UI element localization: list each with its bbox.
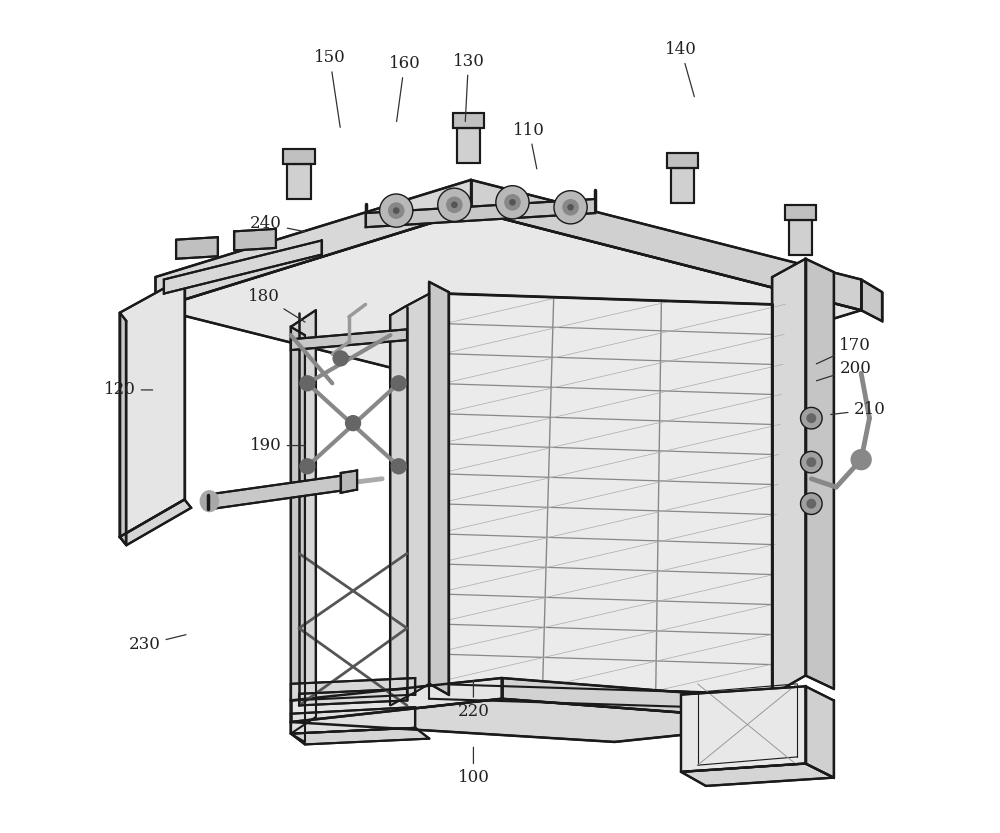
Polygon shape [681, 764, 834, 786]
Text: 170: 170 [816, 337, 871, 364]
Polygon shape [341, 471, 357, 493]
Circle shape [388, 202, 405, 219]
Polygon shape [291, 310, 316, 734]
Polygon shape [772, 259, 806, 695]
Text: 230: 230 [129, 635, 186, 653]
Polygon shape [471, 180, 861, 310]
Polygon shape [671, 168, 694, 203]
Circle shape [300, 459, 315, 474]
Polygon shape [453, 113, 484, 128]
Text: 240: 240 [250, 216, 305, 232]
Polygon shape [390, 293, 429, 706]
Polygon shape [176, 237, 218, 259]
Circle shape [801, 451, 822, 473]
Circle shape [801, 407, 822, 429]
Text: 180: 180 [247, 287, 305, 322]
Polygon shape [667, 153, 698, 168]
Polygon shape [155, 180, 471, 308]
Polygon shape [120, 312, 126, 545]
Polygon shape [291, 678, 502, 722]
Circle shape [393, 207, 400, 214]
Text: 130: 130 [453, 52, 484, 122]
Circle shape [851, 450, 871, 470]
Text: 220: 220 [457, 681, 489, 720]
Text: 190: 190 [250, 437, 305, 454]
Polygon shape [502, 678, 806, 722]
Ellipse shape [200, 491, 219, 511]
Polygon shape [861, 280, 882, 321]
Circle shape [504, 194, 521, 211]
Circle shape [300, 376, 315, 391]
Polygon shape [429, 293, 772, 695]
Polygon shape [681, 686, 806, 772]
Polygon shape [291, 728, 429, 745]
Circle shape [801, 493, 822, 515]
Circle shape [562, 199, 579, 216]
Polygon shape [429, 282, 449, 695]
Circle shape [509, 199, 516, 206]
Text: 110: 110 [513, 122, 545, 169]
Text: 120: 120 [104, 382, 153, 398]
Circle shape [333, 351, 348, 366]
Circle shape [380, 194, 413, 227]
Text: 210: 210 [831, 402, 885, 418]
Circle shape [806, 457, 816, 467]
Polygon shape [287, 164, 311, 199]
Polygon shape [299, 689, 407, 706]
Circle shape [451, 202, 458, 208]
Polygon shape [291, 327, 305, 742]
Polygon shape [366, 199, 595, 227]
Polygon shape [164, 241, 322, 293]
Circle shape [346, 416, 361, 431]
Polygon shape [291, 707, 415, 734]
Circle shape [391, 376, 406, 391]
Circle shape [446, 197, 463, 213]
Polygon shape [785, 205, 816, 220]
Polygon shape [789, 220, 812, 255]
Circle shape [554, 191, 587, 224]
Text: 160: 160 [389, 55, 420, 122]
Text: 100: 100 [457, 747, 489, 786]
Circle shape [806, 413, 816, 423]
Circle shape [391, 459, 406, 474]
Circle shape [496, 186, 529, 219]
Polygon shape [208, 475, 349, 510]
Polygon shape [457, 128, 480, 163]
Polygon shape [283, 149, 315, 164]
Circle shape [438, 188, 471, 222]
Polygon shape [429, 684, 772, 710]
Text: 200: 200 [816, 360, 871, 381]
Polygon shape [806, 259, 834, 689]
Polygon shape [291, 329, 407, 350]
Text: 150: 150 [314, 49, 346, 127]
Polygon shape [806, 686, 834, 778]
Polygon shape [234, 229, 276, 251]
Polygon shape [291, 678, 415, 701]
Circle shape [806, 499, 816, 509]
Polygon shape [120, 500, 191, 545]
Circle shape [567, 204, 574, 211]
Polygon shape [155, 211, 861, 407]
Text: 140: 140 [665, 41, 697, 97]
Polygon shape [291, 699, 806, 742]
Polygon shape [120, 277, 185, 537]
